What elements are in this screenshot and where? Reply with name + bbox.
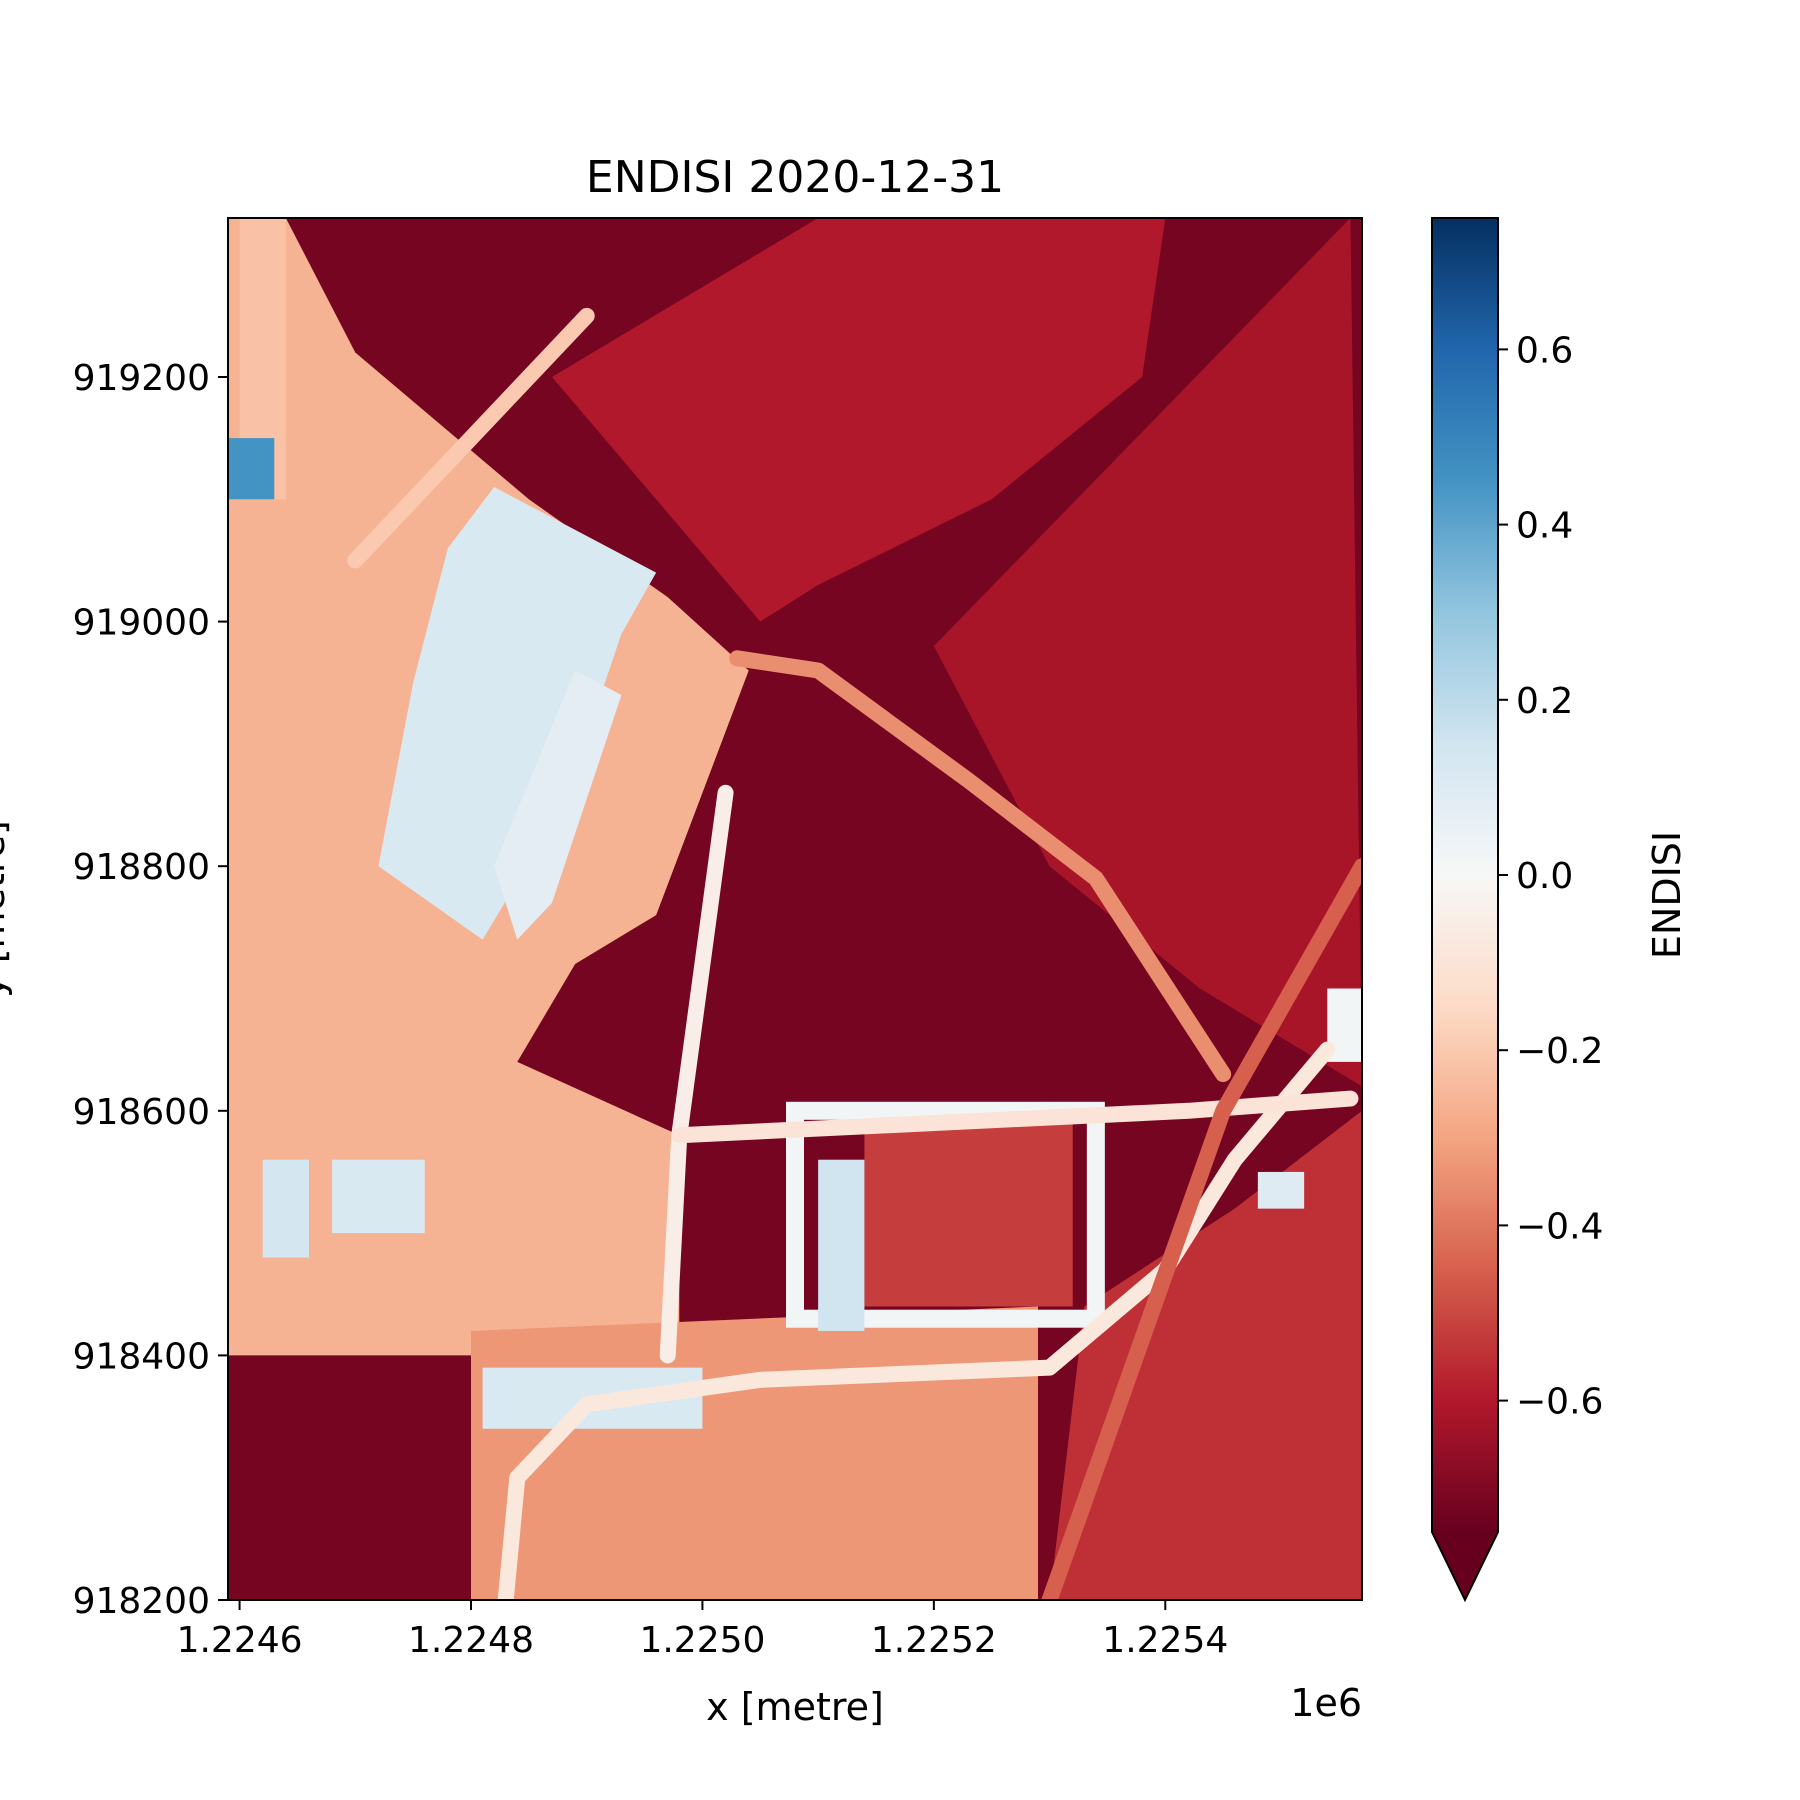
colorbar-outline	[1431, 217, 1499, 1603]
heatmap-region-small-blue-rect-2	[332, 1159, 425, 1234]
colorbar-ticks: −0.6 −0.4 −0.2 0.0 0.2 0.4 0.6	[1498, 330, 1603, 1423]
colorbar-tick-label: 0.2	[1516, 681, 1573, 722]
x-axis-label: x [metre]	[706, 1685, 884, 1729]
x-tick-label: 1.2246	[177, 1620, 303, 1661]
colorbar-tick-label: −0.2	[1516, 1031, 1603, 1072]
colorbar-gradient	[1432, 218, 1498, 1532]
y-tick-label: 918800	[73, 847, 210, 888]
heatmap-region-right-field	[933, 218, 1362, 1087]
colorbar-tick-label: −0.6	[1516, 1382, 1603, 1423]
colorbar-tick-label: −0.4	[1516, 1206, 1603, 1247]
heatmap-region-building-blue-strip	[818, 1159, 865, 1331]
heatmap-raster	[228, 218, 1362, 1600]
plot-area	[227, 217, 1363, 1601]
y-tick-label: 919200	[73, 358, 210, 399]
colorbar-extend-triangle	[1432, 1532, 1498, 1600]
heatmap-region-top-center-field	[552, 218, 1166, 622]
x-axis-offset-text: 1e6	[1290, 1681, 1362, 1725]
heatmap-region-right-small-blue	[1257, 1171, 1305, 1209]
x-tick-label: 1.2248	[408, 1620, 534, 1661]
colorbar-tick-label: 0.6	[1516, 330, 1573, 371]
x-axis: 1.2246 1.2248 1.2250 1.2252 1.2254	[177, 1600, 1228, 1661]
y-axis-label: y [metre]	[0, 820, 13, 998]
heatmap-region-building-white-frame	[786, 1101, 1105, 1328]
heatmap-region-small-blue-rect-1	[262, 1159, 309, 1258]
heatmap-line-diagonal-road-2	[347, 307, 595, 569]
x-tick-label: 1.2252	[871, 1620, 997, 1661]
heatmap-line-horizontal-road	[671, 1090, 1359, 1144]
heatmap-line-right-track	[1041, 858, 1362, 1600]
heatmap-region-rect-building-field	[864, 1123, 1073, 1307]
heatmap-region-blue-pool	[228, 438, 275, 500]
colorbar-label: ENDISI	[1645, 831, 1689, 959]
y-axis: 918200 918400 918600 918800 919000 919200	[73, 358, 228, 1622]
plot-frame	[227, 217, 1363, 1601]
heatmap-region-pale-blue-block-1	[378, 487, 657, 940]
heatmap-region-bottom-bare-land	[471, 1306, 1038, 1600]
x-tick-label: 1.2250	[639, 1620, 765, 1661]
y-tick-label: 918200	[73, 1581, 210, 1622]
y-tick-label: 919000	[73, 603, 210, 644]
x-tick-label: 1.2254	[1102, 1620, 1228, 1661]
y-tick-label: 918600	[73, 1092, 210, 1133]
chart-title: ENDISI 2020-12-31	[586, 152, 1004, 203]
colorbar-tick-label: 0.4	[1516, 506, 1573, 547]
heatmap-region-bottom-right-mottled	[1049, 1110, 1362, 1600]
heatmap-region-pale-blue-block-2	[494, 670, 622, 940]
heatmap-line-curved-road	[497, 1041, 1336, 1600]
colorbar-tick-label: 0.0	[1516, 856, 1573, 897]
heatmap-line-diagonal-road	[729, 650, 1232, 1083]
y-tick-label: 918400	[73, 1336, 210, 1377]
colorbar: −0.6 −0.4 −0.2 0.0 0.2 0.4 0.6 ENDISI	[1431, 217, 1689, 1603]
